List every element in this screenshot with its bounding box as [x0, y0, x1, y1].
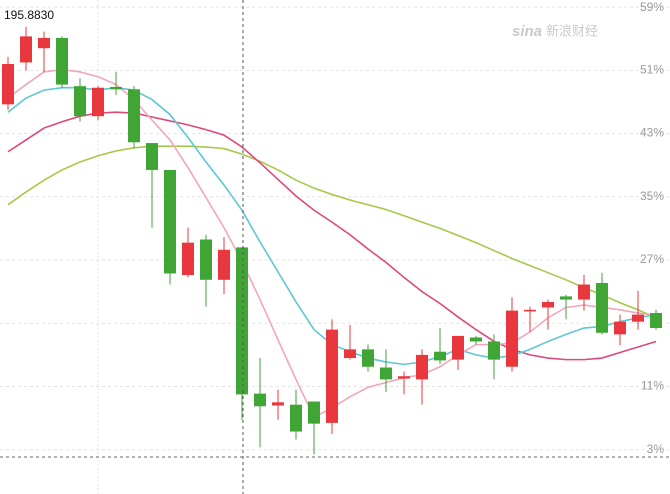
candle-body [254, 393, 266, 407]
candle-body [452, 335, 464, 360]
candle-body [164, 169, 176, 274]
candle-body [38, 37, 50, 49]
candle-body [344, 349, 356, 359]
candle-body [308, 401, 320, 424]
candle-body [506, 310, 518, 367]
candle-body [542, 301, 554, 308]
candle-body [632, 314, 644, 322]
candle-body [272, 402, 284, 406]
candle-body [650, 312, 662, 329]
candle-body [578, 284, 590, 300]
candle-body [74, 86, 86, 117]
candle-body [128, 89, 140, 143]
candle-body [2, 64, 14, 105]
candle-body [380, 367, 392, 380]
watermark-logo: sina [512, 23, 542, 40]
y-tick-label: 59% [640, 0, 664, 14]
candle-body [470, 337, 482, 342]
max-price-label: 195.8830 [4, 8, 54, 22]
watermark-text: 新浪财经 [546, 23, 598, 38]
candle-body [92, 87, 104, 117]
y-tick-label: 3% [647, 442, 665, 456]
candle-body [146, 143, 158, 170]
y-tick-label: 27% [640, 252, 664, 266]
candle-body [218, 249, 230, 280]
y-tick-label: 11% [641, 379, 664, 393]
watermark: sina 新浪财经 [512, 23, 598, 40]
candle-body [56, 37, 68, 85]
candle-body [326, 329, 338, 423]
moving-average-line [7, 145, 657, 319]
candle-body [416, 354, 428, 380]
candle-body [200, 239, 212, 280]
candle-body [182, 242, 194, 276]
candle-body [362, 349, 374, 367]
grid: 59% 51% 43% 35% 27% 11% 3% [0, 0, 670, 456]
moving-average-line [7, 111, 657, 361]
candle-body [236, 247, 248, 395]
y-tick-label: 43% [640, 126, 664, 140]
candle-body [20, 36, 32, 63]
candle-body [290, 404, 302, 432]
y-tick-label: 51% [640, 63, 664, 77]
candle-body [560, 296, 572, 300]
candle-body [398, 376, 410, 379]
candle-body [488, 341, 500, 360]
candle-body [524, 309, 536, 312]
candles [2, 26, 662, 455]
candle-body [110, 86, 122, 90]
candle-body [614, 321, 626, 335]
candle-body [596, 282, 608, 333]
y-tick-label: 35% [640, 189, 664, 203]
candle-body [434, 351, 446, 361]
